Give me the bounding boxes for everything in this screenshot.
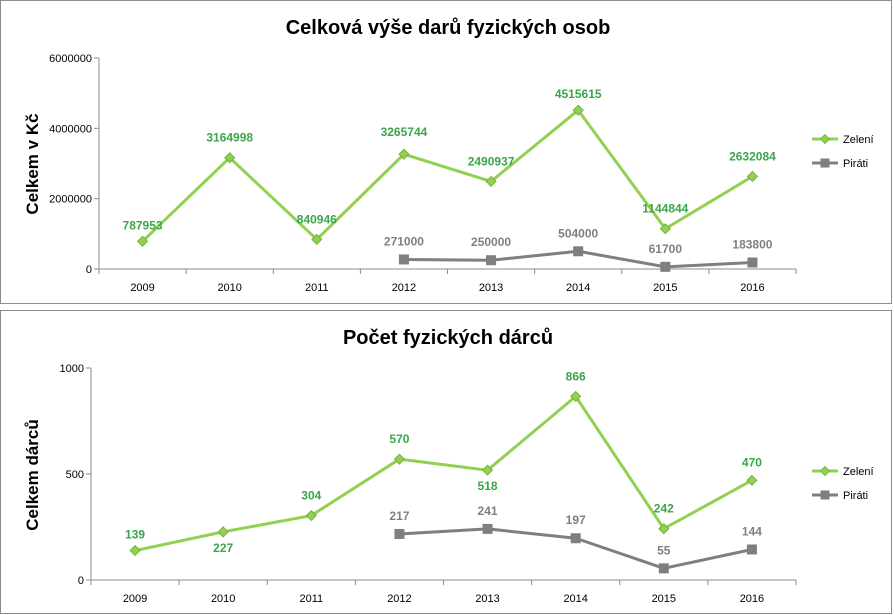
chart1-y-tick-label: 2000000	[49, 194, 92, 206]
chart2-point-pirati	[658, 563, 669, 574]
chart2-y-axis-label: Celkem dárců	[23, 419, 42, 531]
chart2-y-tick-label: 1000	[60, 363, 84, 375]
chart1-data-label-zeleni: 1144844	[642, 202, 688, 216]
chart2-x-tick-label: 2011	[299, 593, 323, 605]
chart2-legend-label-zeleni: Zelení	[843, 466, 874, 478]
chart2-y-tick-label: 0	[78, 575, 84, 587]
chart2-data-label-pirati: 197	[566, 513, 586, 527]
chart2-x-tick-label: 2010	[211, 593, 235, 605]
chart1-point-zeleni	[485, 175, 497, 187]
chart2-x-tick-label: 2015	[652, 593, 676, 605]
chart2-point-zeleni	[570, 390, 582, 402]
chart1-legend-marker-zeleni	[819, 133, 831, 145]
chart1-x-tick-label: 2011	[305, 282, 329, 294]
chart2-legend-marker-pirati	[820, 490, 830, 500]
chart2-point-zeleni	[481, 464, 494, 476]
chart1-point-pirati	[398, 254, 409, 265]
chart1-point-zeleni	[311, 233, 323, 245]
chart2-data-label-pirati: 241	[478, 504, 498, 518]
chart1-point-pirati	[747, 257, 758, 268]
chart1-x-tick-label: 2015	[653, 282, 677, 294]
chart2-x-tick-label: 2012	[387, 593, 411, 605]
chart2-data-label-zeleni: 866	[566, 369, 586, 383]
chart1-legend-label-pirati: Piráti	[843, 158, 868, 170]
chart1-data-label-zeleni: 3265744	[381, 125, 428, 139]
chart2-data-label-zeleni: 139	[125, 528, 145, 542]
chart2-x-tick-label: 2013	[475, 593, 499, 605]
chart2-x-tick-label: 2016	[740, 593, 764, 605]
chart2-data-label-pirati: 144	[742, 524, 762, 538]
chart1-point-zeleni	[746, 170, 759, 183]
chart1-y-tick-label: 6000000	[49, 53, 92, 65]
chart2-point-zeleni	[393, 453, 406, 465]
chart1-point-zeleni	[659, 223, 671, 235]
chart1-point-zeleni	[398, 148, 410, 160]
chart2-x-tick-label: 2009	[123, 593, 147, 605]
chart1-x-tick-label: 2012	[392, 282, 416, 294]
chart2-legend-label-pirati: Piráti	[843, 490, 868, 502]
chart1-title: Celková výše darů fyzických osob	[286, 17, 611, 39]
chart2-series-line-zeleni	[134, 394, 753, 552]
chart2-point-zeleni	[658, 523, 670, 535]
chart2-point-zeleni	[746, 474, 758, 486]
chart2-title: Počet fyzických dárců	[343, 327, 553, 349]
chart1-point-pirati	[660, 261, 671, 272]
chart1-point-pirati	[486, 255, 497, 266]
chart2-point-zeleni	[305, 509, 317, 522]
chart2-point-zeleni	[129, 544, 141, 557]
chart1-data-label-pirati: 183800	[732, 238, 772, 252]
chart2-data-label-pirati: 217	[389, 509, 409, 523]
chart1-point-zeleni	[136, 235, 149, 247]
chart1-x-tick-label: 2010	[217, 282, 241, 294]
chart2-data-label-zeleni: 570	[389, 432, 409, 446]
chart-panel-donor-count: Počet fyzických dárců Celkem dárců 0 500 100…	[0, 310, 892, 614]
chart1-x-tick-label: 2016	[740, 282, 764, 294]
chart1-legend-marker-pirati	[820, 158, 830, 168]
chart1-x-tick-label: 2009	[130, 282, 154, 294]
chart1-data-label-zeleni: 840946	[297, 212, 337, 226]
chart2-point-zeleni	[217, 526, 229, 538]
chart1-legend-label-zeleni: Zelení	[843, 134, 874, 146]
chart1-data-label-zeleni: 787953	[123, 218, 163, 232]
chart2-point-pirati	[394, 528, 405, 539]
chart1-x-tick-label: 2013	[479, 282, 503, 294]
chart1-point-pirati	[573, 246, 584, 257]
chart-amount-svg: Celková výše darů fyzických osob Celkem v…	[23, 17, 874, 294]
chart1-data-label-zeleni: 2490937	[468, 154, 515, 168]
chart2-point-pirati	[746, 544, 757, 555]
chart1-y-axis-label: Celkem v Kč	[23, 113, 42, 214]
chart1-data-label-pirati: 271000	[384, 234, 424, 248]
chart2-data-label-zeleni: 242	[654, 502, 674, 516]
chart1-point-zeleni	[572, 104, 584, 116]
chart1-data-label-zeleni: 4515615	[555, 87, 602, 101]
chart2-point-pirati	[482, 523, 493, 534]
chart2-data-label-pirati: 55	[657, 543, 671, 557]
chart1-y-tick-label: 0	[86, 264, 92, 276]
chart2-x-tick-label: 2014	[563, 593, 587, 605]
chart1-data-label-zeleni: 3164998	[206, 131, 253, 145]
chart1-x-tick-label: 2014	[566, 282, 590, 294]
chart2-legend-marker-zeleni	[819, 465, 831, 477]
chart2-point-pirati	[570, 533, 581, 544]
chart1-point-zeleni	[224, 152, 236, 164]
chart-panel-donation-amount: Celková výše darů fyzických osob Celkem v…	[0, 0, 892, 304]
chart1-data-label-pirati: 250000	[471, 235, 511, 249]
chart2-data-label-zeleni: 518	[478, 479, 498, 493]
chart1-data-label-zeleni: 2632084	[729, 149, 776, 163]
chart1-series-line-zeleni	[141, 108, 754, 243]
chart-count-svg: Počet fyzických dárců Celkem dárců 0 500 100…	[23, 327, 874, 605]
chart1-data-label-pirati: 504000	[558, 226, 598, 240]
chart2-data-label-zeleni: 304	[301, 489, 321, 503]
chart2-y-tick-label: 500	[66, 469, 84, 481]
chart2-data-label-zeleni: 227	[213, 541, 233, 555]
chart1-data-label-pirati: 61700	[649, 242, 683, 256]
chart1-y-tick-label: 4000000	[49, 123, 92, 135]
chart2-data-label-zeleni: 470	[742, 455, 762, 469]
